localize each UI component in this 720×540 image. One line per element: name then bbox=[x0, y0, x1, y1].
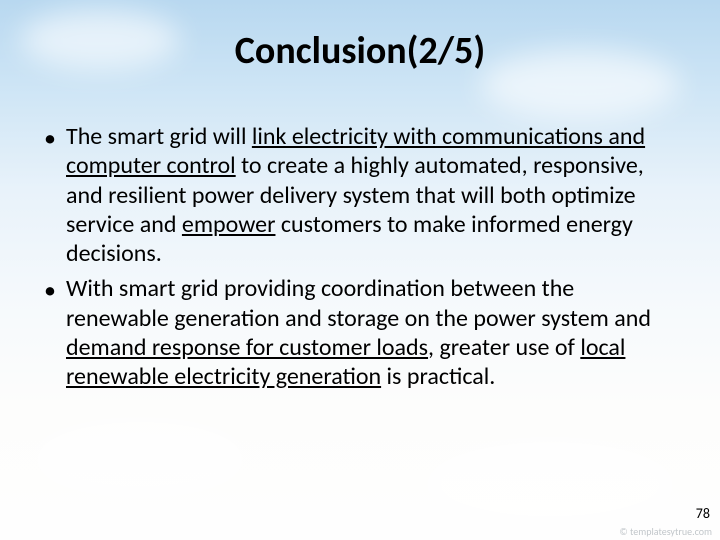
bullet-dot: • bbox=[44, 274, 66, 305]
bullet-text: With smart grid providing coordination b… bbox=[66, 274, 676, 391]
bullet-text: The smart grid will link electricity wit… bbox=[66, 122, 676, 268]
template-credit: © templatesytrue.com bbox=[619, 525, 712, 538]
cloud-decoration bbox=[30, 420, 250, 500]
slide: Conclusion(2/5) • The smart grid will li… bbox=[0, 0, 720, 540]
text-run: The smart grid will bbox=[66, 122, 252, 151]
bullet-dot: • bbox=[44, 122, 66, 153]
slide-body: • The smart grid will link electricity w… bbox=[44, 122, 676, 397]
text-run: With smart grid providing coordination b… bbox=[66, 274, 651, 332]
bullet-item: • The smart grid will link electricity w… bbox=[44, 122, 676, 268]
text-run: is practical. bbox=[381, 362, 495, 391]
cloud-decoration bbox=[420, 440, 680, 530]
page-number: 78 bbox=[696, 505, 710, 522]
text-run: , greater use of bbox=[428, 333, 580, 362]
text-underline: demand response for customer loads bbox=[66, 333, 428, 362]
text-underline: empower bbox=[182, 210, 276, 239]
bullet-item: • With smart grid providing coordination… bbox=[44, 274, 676, 391]
slide-title: Conclusion(2/5) bbox=[0, 28, 720, 74]
